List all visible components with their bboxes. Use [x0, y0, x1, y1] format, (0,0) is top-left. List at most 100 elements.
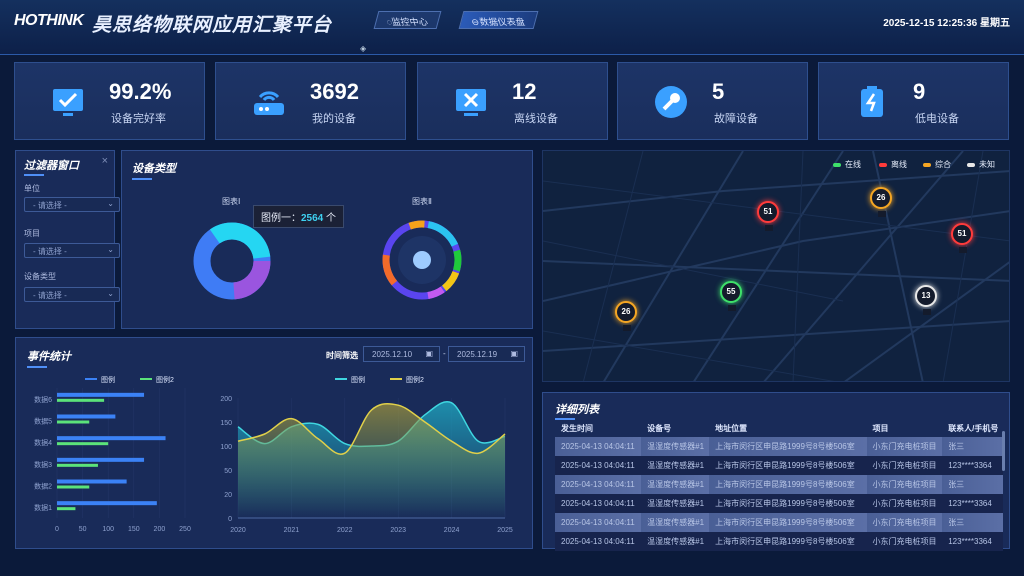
donut-segment[interactable]	[193, 222, 271, 300]
close-icon[interactable]: ×	[101, 155, 108, 167]
table-row[interactable]: 2025-04-13 04:04:11 温湿度传感器#1 上海市闵行区申昆路1999…	[555, 532, 1003, 551]
x-tick-label: 100	[102, 526, 114, 533]
bar	[57, 485, 90, 489]
table-row[interactable]: 2025-04-13 04:04:11 温湿度传感器#1 上海市闵行区申昆路1999…	[555, 494, 1003, 513]
legend-label: 图例2	[406, 375, 424, 384]
table-cell: 2025-04-13 04:04:11	[555, 513, 642, 532]
table-cell: 123****3364	[942, 494, 1003, 513]
y-tick-label: 20	[224, 492, 232, 499]
stat-card: 3692 我的设备	[215, 62, 406, 140]
y-tick-label: 0	[228, 516, 232, 523]
nav-monitor-center[interactable]: ◌ 监控中心	[373, 11, 442, 29]
map-marker[interactable]: 51	[951, 223, 973, 253]
scrollbar[interactable]	[1002, 431, 1005, 471]
router-icon	[254, 91, 284, 115]
filter-label-unit: 单位	[24, 184, 40, 193]
logo: HOTHINK	[14, 12, 84, 29]
chart1-title: 图表Ⅰ	[222, 197, 241, 206]
bar	[57, 457, 145, 462]
legend-label: 图例	[351, 375, 365, 384]
nav-data-dashboard[interactable]: ⊖ 数据仪表盘	[458, 11, 538, 29]
table-cell: 上海市闵行区申昆路1999号8号楼506室	[709, 532, 867, 551]
detail-list-title: 详细列表	[555, 404, 599, 416]
bar	[57, 479, 127, 484]
y-tick-label: 数据6	[34, 395, 52, 404]
wrench-icon	[655, 86, 687, 118]
bar	[57, 420, 90, 424]
table-cell: 上海市闵行区申昆路1999号8号楼506室	[709, 437, 867, 456]
table-cell: 温湿度传感器#1	[641, 532, 710, 551]
map-legend-item[interactable]: 在线	[833, 159, 861, 170]
column-header[interactable]: 联系人/手机号	[948, 424, 999, 433]
time-filter-label: 时间筛选	[326, 351, 358, 360]
chart2-title: 图表Ⅱ	[412, 197, 432, 206]
table-cell: 2025-04-13 04:04:11	[555, 532, 642, 551]
calendar-icon: ▣	[510, 349, 518, 358]
map-marker[interactable]: 26	[870, 187, 892, 217]
y-tick-label: 数据2	[34, 482, 52, 491]
title-underline	[24, 174, 44, 176]
x-tick-label: 150	[128, 526, 140, 533]
table-cell: 小东门充电桩项目	[866, 456, 943, 475]
table-cell: 小东门充电桩项目	[866, 494, 943, 513]
map-panel[interactable]: 在线 离线 综合 未知 51 26 51 55 13 26	[542, 150, 1010, 382]
series-line	[237, 402, 506, 455]
map-legend-item[interactable]: 综合	[923, 159, 951, 170]
stat-value: 99.2%	[109, 79, 172, 104]
stat-value: 9	[913, 79, 926, 104]
table-cell: 小东门充电桩项目	[866, 513, 943, 532]
unit-select[interactable]: - 请选择 - ⌄	[24, 197, 120, 212]
y-tick-label: 150	[220, 420, 232, 427]
x-tick-label: 2025	[497, 527, 513, 534]
title-underline	[27, 366, 47, 368]
filter-title: 过滤器窗口	[24, 160, 79, 172]
project-select[interactable]: - 请选择 - ⌄	[24, 243, 120, 258]
datetime: 2025-12-15 12:25:36 星期五	[883, 18, 1010, 29]
map-marker[interactable]: 26	[615, 301, 637, 331]
map-legend-item[interactable]: 未知	[967, 159, 995, 170]
event-stats-title: 事件统计	[27, 351, 71, 363]
table-row[interactable]: 2025-04-13 04:04:11 温湿度传感器#1 上海市闵行区申昆路1999…	[555, 437, 1003, 456]
column-header[interactable]: 设备号	[647, 424, 672, 433]
device-type-select[interactable]: - 请选择 - ⌄	[24, 287, 120, 302]
start-date-input[interactable]: 2025.12.10 ▣	[363, 346, 440, 362]
bar	[57, 463, 98, 467]
detail-list-panel: 详细列表 发生时间 设备号 地址位置 项目 联系人/手机号 2025-04-13 04:0…	[542, 392, 1010, 551]
column-header[interactable]: 地址位置	[715, 424, 748, 433]
chevron-down-icon: ⌄	[107, 199, 114, 208]
table-row[interactable]: 2025-04-13 04:04:11 温湿度传感器#1 上海市闵行区申昆路1999…	[555, 456, 1003, 475]
x-tick-label: 0	[55, 526, 59, 533]
y-tick-label: 数据1	[34, 503, 52, 512]
device-type-panel: 设备类型 图表Ⅰ 图表Ⅱ	[121, 150, 533, 329]
map-marker[interactable]: 13	[915, 285, 937, 315]
device-type-title: 设备类型	[132, 163, 176, 175]
x-tick-label: 2021	[284, 527, 300, 534]
table-row[interactable]: 2025-04-13 04:04:11 温湿度传感器#1 上海市闵行区申昆路1999…	[555, 475, 1003, 494]
table-cell: 2025-04-13 04:04:11	[555, 494, 642, 513]
table-cell: 温湿度传感器#1	[641, 494, 710, 513]
bar	[57, 442, 109, 446]
table-cell: 123****3364	[942, 532, 1003, 551]
y-tick-label: 200	[220, 396, 232, 403]
y-tick-label: 数据3	[34, 460, 52, 469]
map-legend-item[interactable]: 离线	[879, 159, 907, 170]
filter-panel: 过滤器窗口 × 单位 - 请选择 - ⌄ 项目 - 请选择 - ⌄ 设备类型 - 请…	[15, 150, 120, 329]
stat-label: 故障设备	[714, 113, 758, 125]
filter-label-project: 项目	[24, 229, 40, 238]
x-tick-label: 2022	[337, 527, 353, 534]
table-row[interactable]: 2025-04-13 04:04:11 温湿度传感器#1 上海市闵行区申昆路1999…	[555, 513, 1003, 532]
table-cell: 小东门充电桩项目	[866, 475, 943, 494]
table-cell: 张三	[942, 475, 1003, 494]
column-header[interactable]: 项目	[872, 424, 889, 433]
map-marker[interactable]: 51	[757, 201, 779, 231]
end-date-input[interactable]: 2025.12.19 ▣	[448, 346, 525, 362]
header: HOTHINK 昊思络物联网应用汇聚平台 ◌ 监控中心 ⊖ 数据仪表盘 2025…	[0, 0, 1024, 55]
donut-chart-1[interactable]	[187, 216, 277, 306]
column-header[interactable]: 发生时间	[561, 424, 593, 433]
stat-label: 我的设备	[312, 113, 356, 125]
map-marker[interactable]: 55	[720, 281, 742, 311]
bar	[57, 507, 76, 511]
detail-table: 发生时间 设备号 地址位置 项目 联系人/手机号 2025-04-13 04:04:11 温…	[555, 420, 1003, 551]
offline-screen-icon	[456, 89, 486, 116]
ring-chart-2[interactable]	[380, 218, 464, 302]
